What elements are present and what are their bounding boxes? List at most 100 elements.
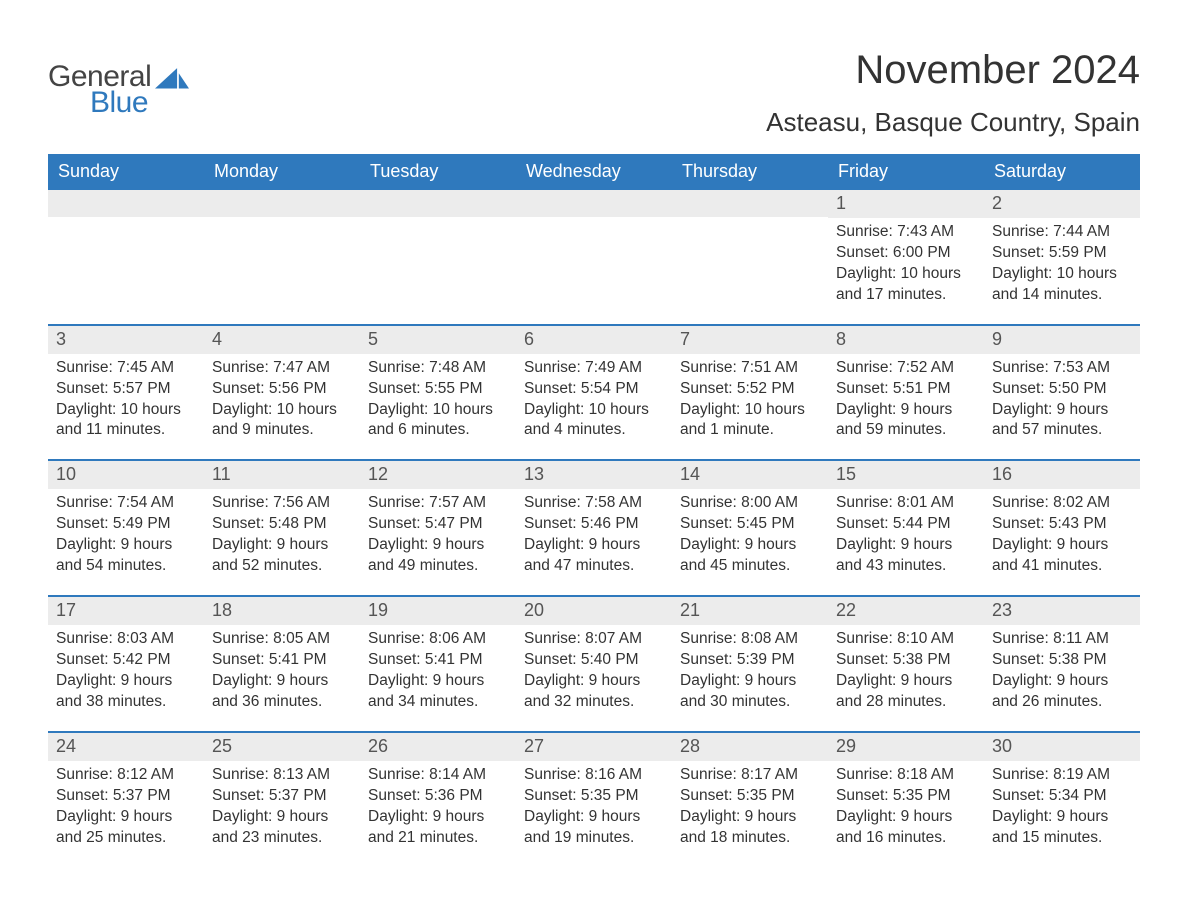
day-cell: 29Sunrise: 8:18 AMSunset: 5:35 PMDayligh…: [828, 733, 984, 867]
day-number-empty: [672, 190, 828, 217]
sunrise-line: Sunrise: 7:53 AM: [992, 358, 1132, 379]
day-cell: 12Sunrise: 7:57 AMSunset: 5:47 PMDayligh…: [360, 461, 516, 595]
day-details: Sunrise: 8:03 AMSunset: 5:42 PMDaylight:…: [48, 625, 204, 713]
title-block: November 2024 Asteasu, Basque Country, S…: [766, 48, 1140, 148]
daylight-line-2: and 1 minute.: [680, 420, 820, 441]
daylight-line-2: and 45 minutes.: [680, 556, 820, 577]
sunset-line: Sunset: 5:39 PM: [680, 650, 820, 671]
day-cell: [672, 190, 828, 324]
day-details: Sunrise: 7:49 AMSunset: 5:54 PMDaylight:…: [516, 354, 672, 442]
daylight-line-2: and 23 minutes.: [212, 828, 352, 849]
day-details: Sunrise: 8:11 AMSunset: 5:38 PMDaylight:…: [984, 625, 1140, 713]
sunrise-line: Sunrise: 7:52 AM: [836, 358, 976, 379]
day-number-empty: [516, 190, 672, 217]
sunrise-line: Sunrise: 8:18 AM: [836, 765, 976, 786]
daylight-line-2: and 54 minutes.: [56, 556, 196, 577]
location-title: Asteasu, Basque Country, Spain: [766, 107, 1140, 138]
sunrise-line: Sunrise: 8:05 AM: [212, 629, 352, 650]
sunset-line: Sunset: 5:37 PM: [212, 786, 352, 807]
daylight-line-2: and 47 minutes.: [524, 556, 664, 577]
day-cell: 18Sunrise: 8:05 AMSunset: 5:41 PMDayligh…: [204, 597, 360, 731]
daylight-line-1: Daylight: 9 hours: [212, 807, 352, 828]
weekday-saturday: Saturday: [984, 154, 1140, 190]
sunset-line: Sunset: 5:51 PM: [836, 379, 976, 400]
weekday-friday: Friday: [828, 154, 984, 190]
day-number: 30: [984, 733, 1140, 761]
day-number: 18: [204, 597, 360, 625]
day-cell: 7Sunrise: 7:51 AMSunset: 5:52 PMDaylight…: [672, 326, 828, 460]
daylight-line-1: Daylight: 9 hours: [56, 807, 196, 828]
sunset-line: Sunset: 5:41 PM: [212, 650, 352, 671]
daylight-line-2: and 59 minutes.: [836, 420, 976, 441]
daylight-line-1: Daylight: 10 hours: [524, 400, 664, 421]
calendar: Sunday Monday Tuesday Wednesday Thursday…: [48, 154, 1140, 866]
day-number: 26: [360, 733, 516, 761]
sunrise-line: Sunrise: 8:12 AM: [56, 765, 196, 786]
weekday-monday: Monday: [204, 154, 360, 190]
daylight-line-2: and 49 minutes.: [368, 556, 508, 577]
sunset-line: Sunset: 5:47 PM: [368, 514, 508, 535]
sunset-line: Sunset: 5:43 PM: [992, 514, 1132, 535]
day-number: 3: [48, 326, 204, 354]
day-cell: 19Sunrise: 8:06 AMSunset: 5:41 PMDayligh…: [360, 597, 516, 731]
day-details: Sunrise: 8:02 AMSunset: 5:43 PMDaylight:…: [984, 489, 1140, 577]
daylight-line-2: and 32 minutes.: [524, 692, 664, 713]
daylight-line-2: and 34 minutes.: [368, 692, 508, 713]
daylight-line-1: Daylight: 9 hours: [56, 535, 196, 556]
sunrise-line: Sunrise: 7:43 AM: [836, 222, 976, 243]
day-cell: 9Sunrise: 7:53 AMSunset: 5:50 PMDaylight…: [984, 326, 1140, 460]
logo-word-blue: Blue: [90, 86, 151, 120]
daylight-line-1: Daylight: 10 hours: [56, 400, 196, 421]
day-number: 8: [828, 326, 984, 354]
day-cell: 17Sunrise: 8:03 AMSunset: 5:42 PMDayligh…: [48, 597, 204, 731]
day-cell: 22Sunrise: 8:10 AMSunset: 5:38 PMDayligh…: [828, 597, 984, 731]
sunset-line: Sunset: 5:48 PM: [212, 514, 352, 535]
day-cell: 3Sunrise: 7:45 AMSunset: 5:57 PMDaylight…: [48, 326, 204, 460]
sunrise-line: Sunrise: 7:48 AM: [368, 358, 508, 379]
sunset-line: Sunset: 5:38 PM: [836, 650, 976, 671]
sunrise-line: Sunrise: 8:07 AM: [524, 629, 664, 650]
day-details: Sunrise: 7:53 AMSunset: 5:50 PMDaylight:…: [984, 354, 1140, 442]
day-cell: 16Sunrise: 8:02 AMSunset: 5:43 PMDayligh…: [984, 461, 1140, 595]
daylight-line-2: and 36 minutes.: [212, 692, 352, 713]
sunset-line: Sunset: 5:41 PM: [368, 650, 508, 671]
sunset-line: Sunset: 5:46 PM: [524, 514, 664, 535]
week-row: 24Sunrise: 8:12 AMSunset: 5:37 PMDayligh…: [48, 731, 1140, 867]
sunset-line: Sunset: 5:59 PM: [992, 243, 1132, 264]
week-row: 1Sunrise: 7:43 AMSunset: 6:00 PMDaylight…: [48, 190, 1140, 324]
sunset-line: Sunset: 5:45 PM: [680, 514, 820, 535]
daylight-line-2: and 21 minutes.: [368, 828, 508, 849]
day-cell: 4Sunrise: 7:47 AMSunset: 5:56 PMDaylight…: [204, 326, 360, 460]
daylight-line-1: Daylight: 9 hours: [524, 535, 664, 556]
sunrise-line: Sunrise: 7:51 AM: [680, 358, 820, 379]
day-cell: 6Sunrise: 7:49 AMSunset: 5:54 PMDaylight…: [516, 326, 672, 460]
daylight-line-2: and 19 minutes.: [524, 828, 664, 849]
daylight-line-1: Daylight: 9 hours: [992, 400, 1132, 421]
sunset-line: Sunset: 5:34 PM: [992, 786, 1132, 807]
logo-text: General Blue: [48, 60, 151, 120]
day-cell: 23Sunrise: 8:11 AMSunset: 5:38 PMDayligh…: [984, 597, 1140, 731]
month-title: November 2024: [766, 48, 1140, 93]
week-row: 10Sunrise: 7:54 AMSunset: 5:49 PMDayligh…: [48, 459, 1140, 595]
sunrise-line: Sunrise: 8:14 AM: [368, 765, 508, 786]
day-cell: 1Sunrise: 7:43 AMSunset: 6:00 PMDaylight…: [828, 190, 984, 324]
daylight-line-1: Daylight: 9 hours: [368, 807, 508, 828]
day-cell: [204, 190, 360, 324]
day-details: Sunrise: 8:19 AMSunset: 5:34 PMDaylight:…: [984, 761, 1140, 849]
day-cell: 13Sunrise: 7:58 AMSunset: 5:46 PMDayligh…: [516, 461, 672, 595]
day-details: Sunrise: 8:18 AMSunset: 5:35 PMDaylight:…: [828, 761, 984, 849]
sunrise-line: Sunrise: 8:00 AM: [680, 493, 820, 514]
day-number-empty: [360, 190, 516, 217]
daylight-line-1: Daylight: 9 hours: [836, 671, 976, 692]
sunset-line: Sunset: 5:56 PM: [212, 379, 352, 400]
day-number: 23: [984, 597, 1140, 625]
daylight-line-2: and 25 minutes.: [56, 828, 196, 849]
day-number: 9: [984, 326, 1140, 354]
day-number: 13: [516, 461, 672, 489]
day-number: 6: [516, 326, 672, 354]
sunset-line: Sunset: 5:57 PM: [56, 379, 196, 400]
day-cell: 28Sunrise: 8:17 AMSunset: 5:35 PMDayligh…: [672, 733, 828, 867]
day-number: 10: [48, 461, 204, 489]
day-cell: 14Sunrise: 8:00 AMSunset: 5:45 PMDayligh…: [672, 461, 828, 595]
sunset-line: Sunset: 5:52 PM: [680, 379, 820, 400]
